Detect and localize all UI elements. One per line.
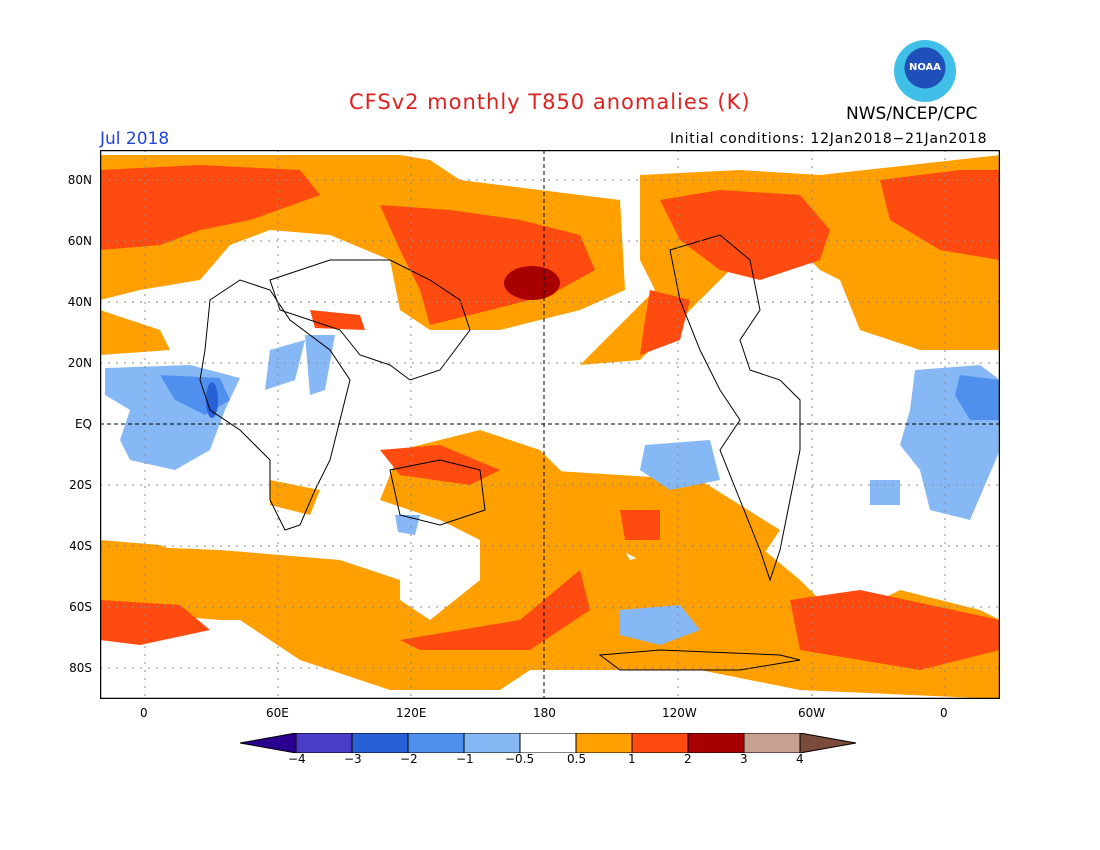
noaa-logo: NOAA [894, 40, 956, 102]
colorbar-cell [575, 733, 633, 753]
colorbar-label-m2: −2 [400, 752, 418, 766]
colorbar-label-m4: −4 [288, 752, 306, 766]
lat-label-eq: EQ [74, 417, 92, 431]
colorbar-cell [463, 733, 521, 753]
reference-lines [100, 150, 1000, 699]
lat-label-80s: 80S [69, 661, 92, 675]
colorbar [240, 733, 857, 753]
lat-label-60n: 60N [67, 234, 92, 248]
colorbar-cell [631, 733, 689, 753]
initial-conditions: Initial conditions: 12Jan2018−21Jan2018 [670, 131, 988, 147]
colorbar-cell-lower [240, 733, 297, 753]
anomaly-red-fill [100, 165, 1000, 670]
forecast-month: Jul 2018 [100, 129, 170, 149]
anomaly-darkred-fill [504, 266, 560, 300]
colorbar-label-2: 2 [684, 752, 692, 766]
colorbar-cell [743, 733, 801, 753]
lat-label-20s: 20S [69, 478, 92, 492]
anomaly-map [100, 150, 1000, 699]
lat-label-80n: 80N [67, 173, 92, 187]
lon-label-0-left: 0 [140, 706, 148, 720]
noaa-logo-text: NOAA [908, 62, 942, 73]
lon-label-180: 180 [533, 706, 556, 720]
colorbar-label-m3: −3 [344, 752, 362, 766]
colorbar-label-1: 1 [628, 752, 636, 766]
colorbar-label-m1: −1 [456, 752, 474, 766]
colorbar-label-3: 3 [740, 752, 748, 766]
lon-label-60e: 60E [266, 706, 289, 720]
lon-label-60w: 60W [798, 706, 826, 720]
lat-label-60s: 60S [69, 600, 92, 614]
colorbar-cell-upper [799, 733, 857, 753]
colorbar-cell [519, 733, 577, 753]
colorbar-label-4: 4 [796, 752, 804, 766]
lon-label-120e: 120E [396, 706, 427, 720]
anomaly-lightblue-fill [105, 335, 1000, 645]
agency-label: NWS/NCEP/CPC [846, 104, 978, 124]
lat-label-20n: 20N [67, 356, 92, 370]
colorbar-cell [687, 733, 745, 753]
lon-label-120w: 120W [662, 706, 697, 720]
lon-label-0-right: 0 [940, 706, 948, 720]
coastlines [199, 234, 801, 671]
map-frame [100, 150, 1000, 699]
anomaly-darkblue-fill [206, 382, 218, 418]
lat-label-40n: 40N [67, 295, 92, 309]
lat-label-40s: 40S [69, 539, 92, 553]
colorbar-cell [351, 733, 409, 753]
colorbar-label-m05: −0.5 [505, 752, 535, 766]
colorbar-label-05: 0.5 [567, 752, 587, 766]
grid-lines [100, 150, 1000, 699]
colorbar-cell [407, 733, 465, 753]
colorbar-cell [295, 733, 353, 753]
map-title: CFSv2 monthly T850 anomalies (K) [349, 90, 751, 114]
